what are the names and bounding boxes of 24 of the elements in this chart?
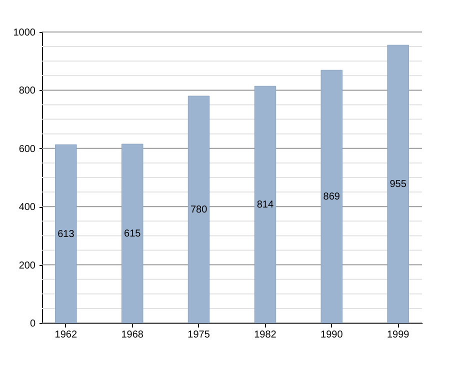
data-label: 613 bbox=[58, 228, 75, 240]
x-tick-label: 1990 bbox=[320, 330, 344, 340]
y-tick-label: 600 bbox=[18, 144, 36, 155]
x-tick-label: 1962 bbox=[54, 330, 78, 340]
y-tick-label: 200 bbox=[18, 260, 36, 272]
data-label: 869 bbox=[323, 192, 340, 203]
bar bbox=[254, 86, 276, 324]
bar bbox=[188, 96, 210, 324]
data-label: 615 bbox=[124, 228, 142, 240]
x-tick-label: 1968 bbox=[121, 330, 144, 340]
y-tick-label: 400 bbox=[18, 202, 36, 214]
y-tick-label: 800 bbox=[18, 86, 36, 97]
x-tick-label: 1999 bbox=[386, 330, 410, 340]
data-label: 955 bbox=[390, 179, 407, 190]
bar bbox=[55, 144, 77, 324]
bar bbox=[320, 70, 343, 324]
y-tick-label: 0 bbox=[30, 318, 36, 330]
x-tick-label: 1975 bbox=[188, 330, 210, 340]
bar bbox=[121, 144, 144, 324]
data-label: 780 bbox=[190, 204, 208, 216]
bar bbox=[387, 44, 409, 324]
y-tick-label: 1000 bbox=[13, 28, 36, 38]
data-label: 814 bbox=[256, 200, 274, 211]
x-tick-label: 1982 bbox=[254, 330, 277, 340]
